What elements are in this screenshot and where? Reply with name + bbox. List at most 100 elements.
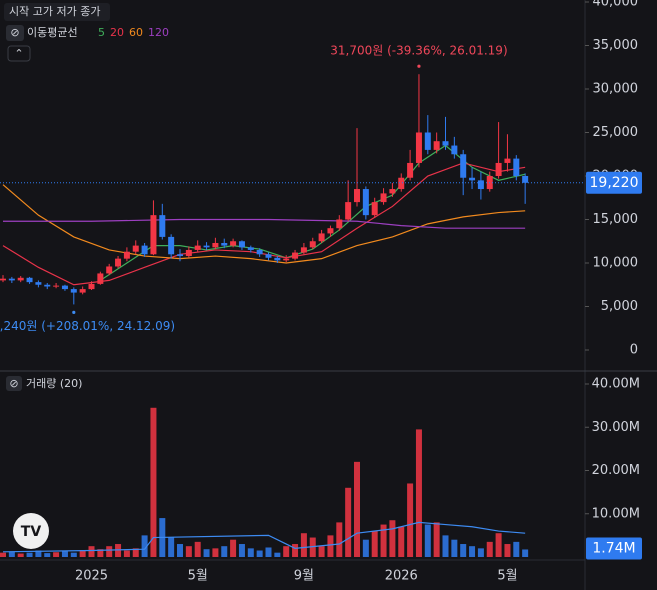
candle-body (168, 236, 175, 255)
candle-body (177, 254, 183, 257)
volume-bar (460, 544, 467, 557)
volume-y-tick-label: 10.00M (592, 506, 640, 521)
svg-text:TV: TV (21, 524, 42, 540)
last-price-box (586, 171, 642, 194)
x-tick-label: 5월 (188, 569, 208, 584)
candle-body (256, 249, 263, 255)
volume-bar (345, 487, 352, 557)
volume-bar (354, 461, 360, 557)
candle-body (194, 245, 201, 250)
volume-bar (398, 526, 405, 557)
volume-bar (44, 553, 51, 557)
volume-bar (61, 551, 68, 557)
ma-legend-title: 이동평균선 (27, 26, 78, 39)
candle-body (97, 273, 104, 284)
candle-body (132, 245, 139, 252)
volume-bar (300, 533, 307, 557)
candle-body (221, 242, 228, 246)
candle-body (26, 277, 33, 283)
candle-body (115, 258, 122, 267)
ma-line (2, 184, 526, 264)
candle-body (522, 176, 529, 183)
ma-icon[interactable] (6, 25, 24, 41)
ma-legend-item: 60 (129, 26, 143, 39)
candle-body (495, 162, 502, 176)
volume-bar (0, 552, 6, 557)
candle-body (44, 284, 51, 287)
candle-body (17, 277, 24, 281)
volume-bar (53, 552, 60, 557)
candle-body (70, 289, 77, 293)
x-tick-label: 9월 (294, 569, 314, 584)
ohlc-header: 시작 고가 저가 종가 (9, 5, 100, 18)
volume-bar (8, 551, 15, 557)
volume-bar (451, 539, 458, 557)
y-tick-label: 25,000 (593, 125, 639, 140)
annotation-marker (417, 64, 421, 68)
volume-bar (247, 548, 254, 557)
volume-bar (495, 533, 502, 557)
volume-icon[interactable] (6, 376, 22, 391)
volume-y-tick-label: 40.00M (592, 377, 640, 392)
candle-body (300, 247, 307, 253)
volume-bar (70, 552, 77, 557)
candle-body (79, 289, 86, 293)
candle-body (150, 215, 157, 255)
volume-bar (513, 541, 520, 557)
volume-bar (424, 524, 431, 557)
volume-bar (150, 407, 157, 557)
annotation-label: 5,240원 (+208.01%, 24.12.09) (0, 319, 175, 333)
ma-legend-item: 20 (110, 26, 124, 39)
volume-bar (212, 548, 219, 557)
last-price-label: 19,220 (590, 175, 639, 191)
candle-body (336, 219, 343, 229)
candle-body (309, 241, 316, 248)
candle-body (88, 283, 95, 290)
candle-body (477, 180, 484, 190)
volume-bar (415, 429, 422, 557)
candle-body (433, 141, 440, 150)
volume-y-tick-label: 30.00M (592, 420, 640, 435)
volume-bar (88, 546, 95, 557)
volume-bar (283, 546, 290, 557)
candle-body (451, 145, 458, 155)
candle-body (345, 202, 352, 220)
candle-body (106, 266, 113, 274)
y-tick-label: 15,000 (593, 212, 639, 227)
volume-bar (168, 537, 175, 557)
volume-legend-title: 거래량 (20) (26, 377, 82, 390)
volume-bar (371, 531, 378, 557)
volume-y-tick-label: 20.00M (592, 463, 640, 478)
candle-body (389, 189, 396, 194)
volume-bar (106, 546, 113, 557)
candle-body (212, 242, 219, 248)
volume-bar (292, 544, 299, 557)
candle-body (35, 282, 42, 285)
candle-body (424, 132, 431, 150)
candle-body (8, 278, 15, 281)
volume-bar (203, 549, 210, 557)
volume-bar (504, 544, 511, 557)
candle-body (327, 228, 334, 234)
volume-bar (141, 535, 148, 557)
volume-bar (115, 544, 122, 557)
y-tick-label: 5,000 (601, 299, 638, 314)
tv-logo: TV (13, 513, 49, 549)
volume-bar (318, 546, 325, 557)
candle-body (371, 202, 378, 216)
candle-body (159, 215, 166, 237)
candle-body (265, 254, 272, 258)
volume-ma-line (2, 521, 526, 553)
candle-body (141, 245, 148, 255)
volume-bar (123, 550, 130, 557)
volume-bar (35, 550, 42, 557)
ma-line (3, 218, 526, 229)
candle-body (0, 278, 6, 281)
candle-body (407, 162, 414, 178)
volume-bar (97, 549, 104, 557)
x-tick-label: 2025 (75, 569, 108, 584)
collapse-button[interactable] (7, 45, 31, 62)
header-box (4, 3, 110, 21)
ma-legend-item: 5 (98, 26, 105, 39)
